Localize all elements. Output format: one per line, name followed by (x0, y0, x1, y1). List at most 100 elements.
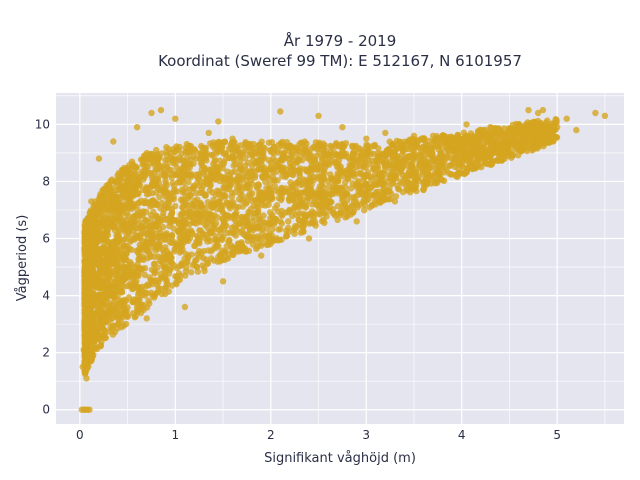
data-point (109, 238, 116, 246)
data-point (148, 151, 156, 158)
data-point (232, 176, 239, 183)
data-point (104, 250, 111, 257)
data-point (301, 188, 308, 196)
data-point (109, 293, 116, 300)
data-point (115, 272, 122, 279)
data-point (306, 174, 313, 181)
data-point (248, 162, 256, 169)
data-point (93, 302, 100, 309)
data-point (135, 215, 142, 223)
data-point (474, 163, 482, 171)
data-point (543, 133, 551, 140)
data-point (222, 213, 229, 220)
data-point (214, 141, 221, 148)
data-point (338, 209, 345, 216)
data-point (260, 219, 268, 226)
data-point (521, 127, 528, 134)
data-point (155, 285, 162, 292)
data-point (205, 247, 212, 254)
data-point (212, 236, 219, 243)
data-point (134, 283, 142, 291)
data-point (300, 151, 308, 158)
data-point (278, 167, 286, 174)
data-point (336, 143, 343, 150)
data-point (168, 239, 175, 247)
data-point (126, 261, 133, 268)
data-point (112, 283, 119, 290)
data-point (192, 148, 199, 155)
data-point (347, 211, 355, 218)
data-point (123, 311, 130, 318)
data-point (101, 244, 108, 251)
x-tick-label: 4 (458, 428, 466, 442)
data-point (410, 132, 418, 139)
data-point (193, 199, 200, 207)
data-point (385, 189, 392, 196)
data-point (211, 158, 218, 165)
data-point (170, 196, 177, 203)
data-point (249, 157, 257, 164)
data-point (296, 141, 303, 148)
data-point (282, 209, 289, 216)
data-point (115, 320, 122, 327)
data-point (135, 180, 142, 187)
data-point (295, 210, 303, 218)
data-point (255, 223, 262, 231)
data-point (179, 237, 187, 244)
data-point (275, 226, 282, 233)
data-point (246, 173, 253, 181)
data-point (197, 155, 204, 162)
y-tick-label: 4 (42, 289, 50, 303)
data-point (485, 153, 493, 161)
data-point (573, 126, 580, 134)
data-point (111, 328, 119, 336)
data-point (326, 161, 333, 168)
x-tick-label: 2 (267, 428, 275, 442)
data-point (184, 171, 192, 178)
data-point (212, 242, 219, 250)
data-point (162, 255, 170, 263)
data-point (554, 124, 561, 131)
data-point (110, 138, 117, 145)
data-point (525, 106, 532, 114)
data-point (303, 168, 311, 175)
data-point (515, 126, 523, 134)
data-point (171, 188, 178, 195)
data-point (249, 145, 257, 152)
data-point (114, 178, 121, 185)
data-point (178, 242, 186, 250)
data-point (238, 166, 245, 174)
data-point (271, 183, 279, 190)
data-point (212, 220, 220, 227)
data-point (237, 142, 244, 149)
data-point (444, 146, 451, 154)
data-point (190, 182, 197, 190)
data-point (85, 314, 93, 322)
data-point (429, 156, 436, 164)
data-point (168, 215, 176, 222)
data-point (269, 226, 276, 233)
data-point (537, 128, 545, 135)
data-point (156, 193, 163, 201)
data-point (270, 149, 277, 157)
data-point (88, 198, 95, 205)
data-point (201, 179, 208, 186)
data-point (151, 168, 159, 175)
data-points (78, 106, 609, 413)
data-point (487, 139, 494, 147)
data-point (146, 300, 153, 307)
x-axis-label: Signifikant våghöjd (m) (264, 451, 416, 466)
data-point (309, 208, 316, 215)
data-point (107, 323, 114, 330)
data-point (81, 285, 89, 292)
data-point (89, 353, 96, 360)
data-point (178, 174, 186, 182)
data-point (141, 271, 149, 279)
data-point (222, 176, 230, 183)
data-point (253, 209, 260, 217)
y-tick-label: 8 (42, 174, 50, 188)
data-point (205, 210, 212, 217)
data-point (500, 130, 507, 137)
data-point (219, 278, 227, 285)
data-point (245, 181, 252, 188)
